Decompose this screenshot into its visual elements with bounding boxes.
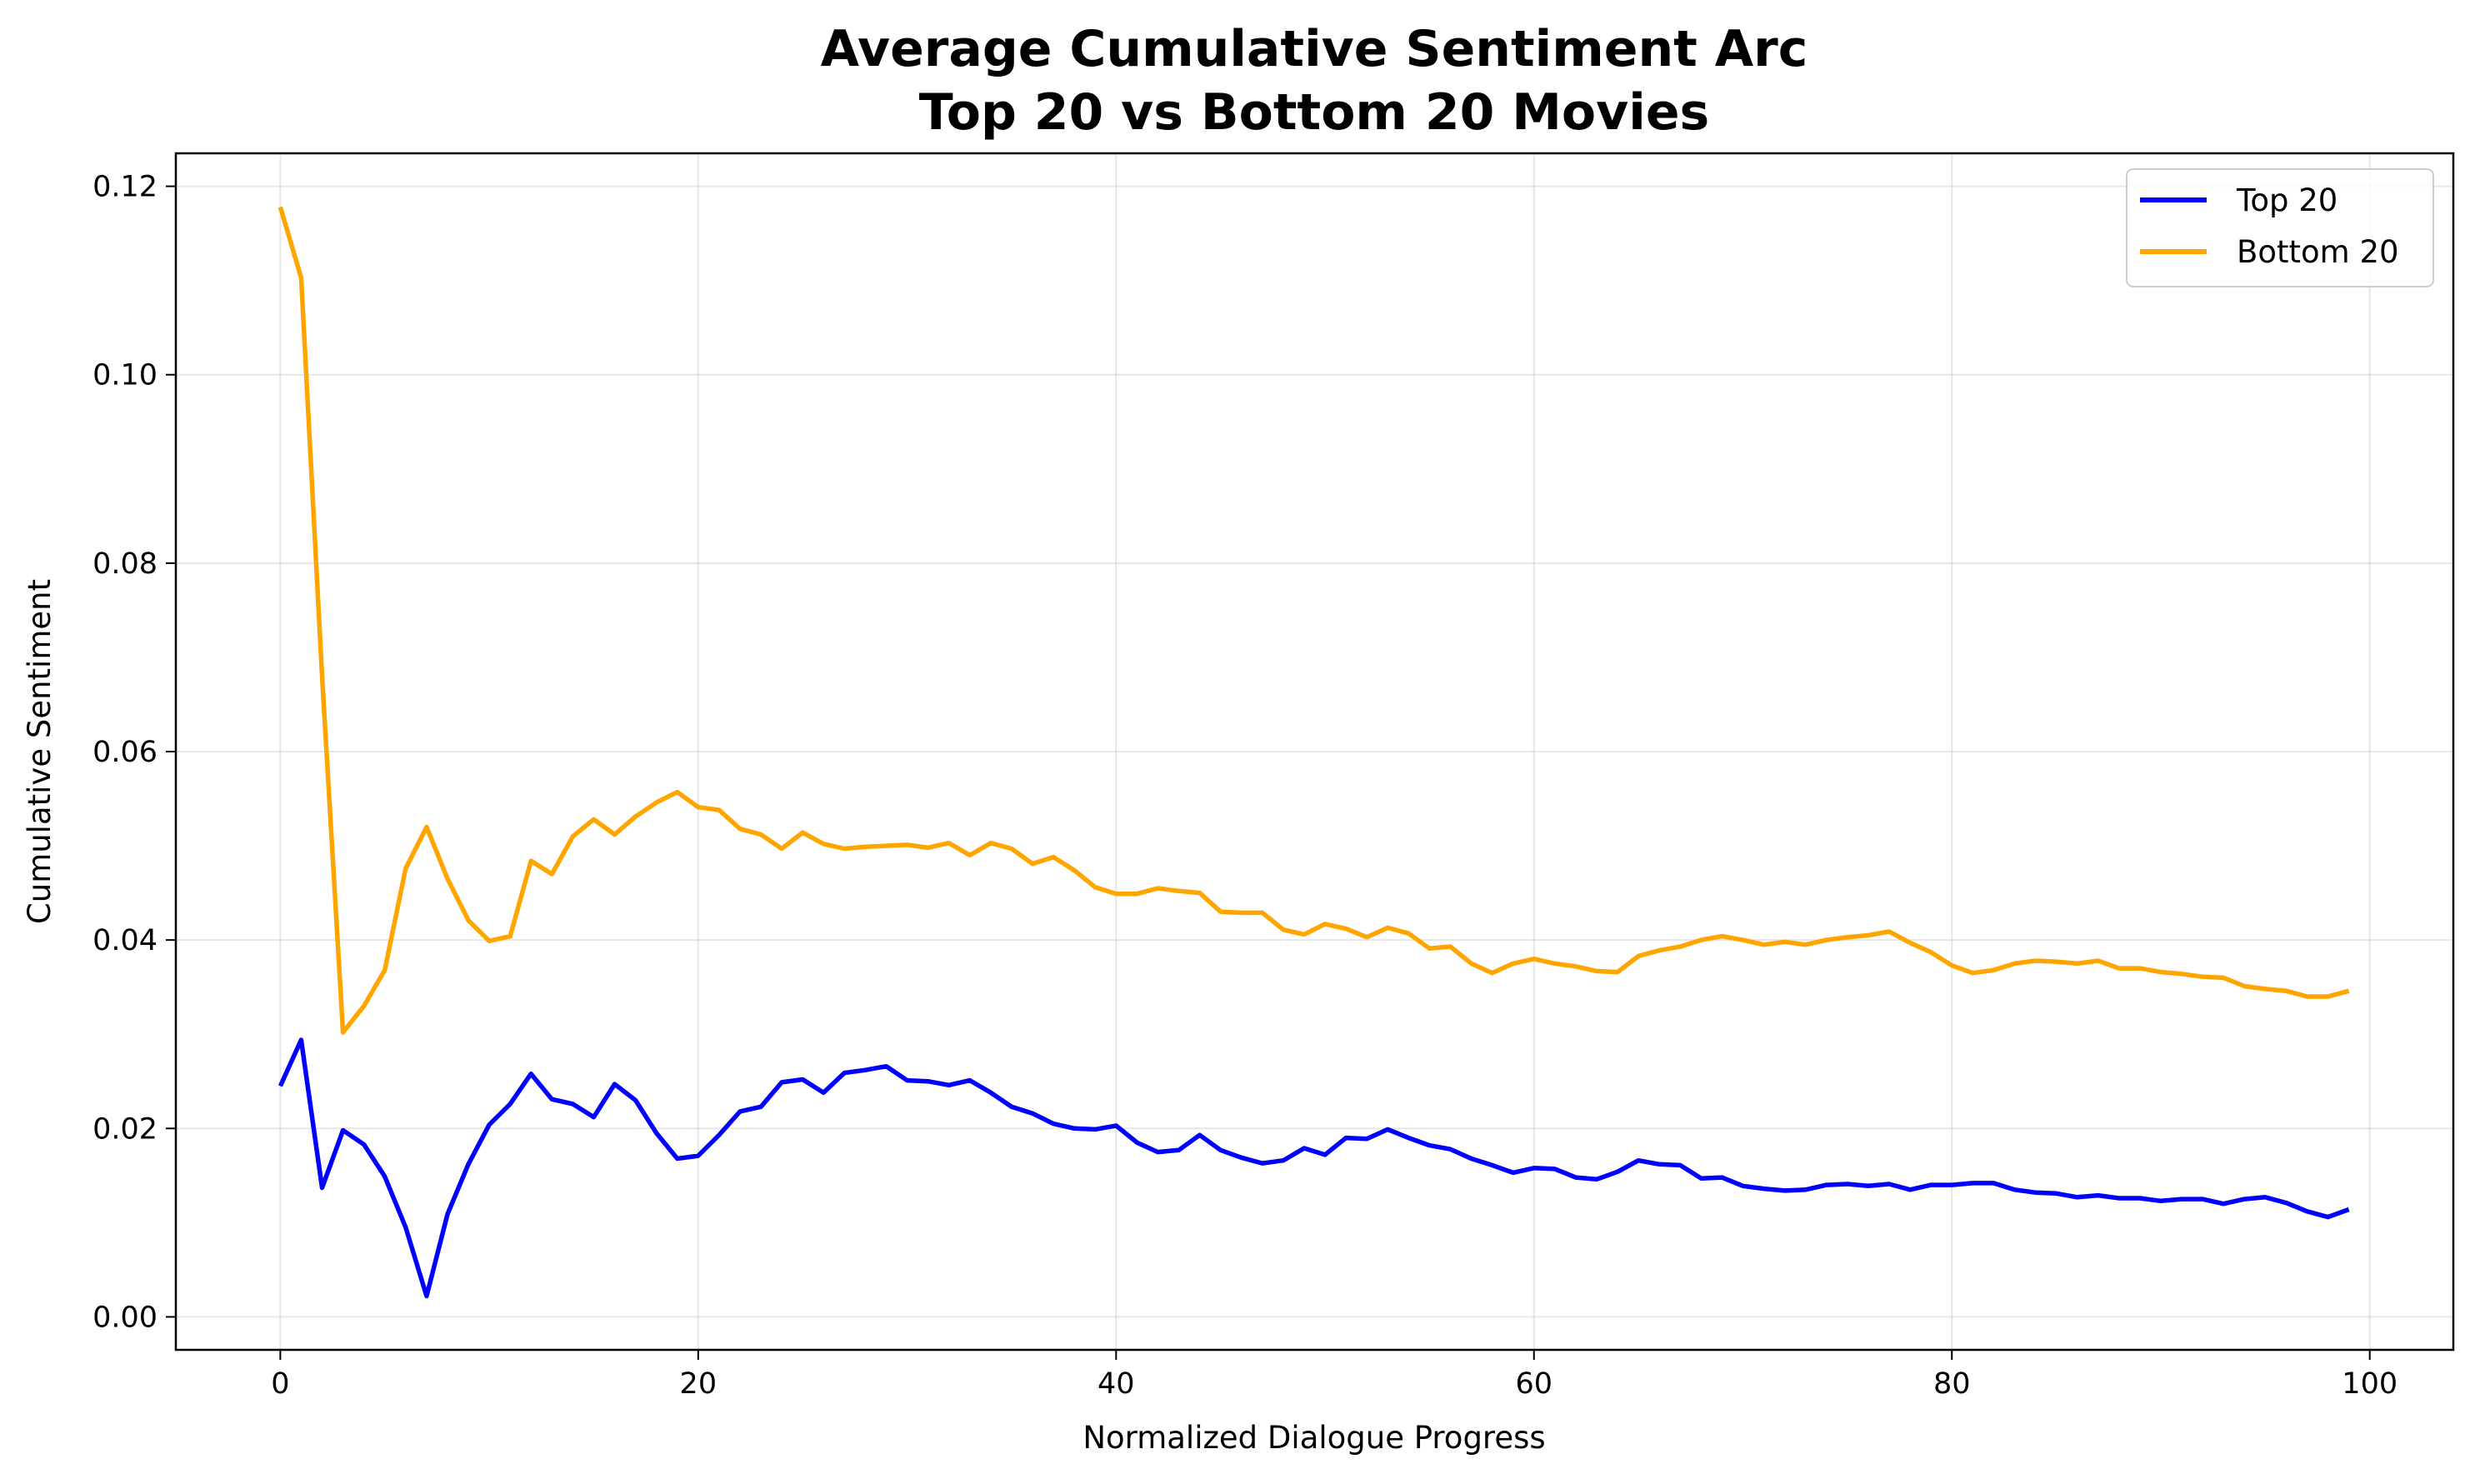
x-tick-label: 80 <box>1933 1367 1971 1401</box>
chart-title: Average Cumulative Sentiment Arc <box>821 20 1808 78</box>
y-tick-label: 0.04 <box>92 924 158 957</box>
axis-ticks: 0 20 40 60 80 100 0.00 0.02 0.04 0.06 0.08 0.10 0.12 <box>92 171 2398 1401</box>
x-tick-label: 20 <box>680 1367 718 1401</box>
x-tick-label: 60 <box>1515 1367 1552 1401</box>
y-tick-label: 0.02 <box>92 1112 158 1146</box>
series-lines <box>278 206 2350 1299</box>
grid-lines <box>176 153 2453 1350</box>
x-axis-label: Normalized Dialogue Progress <box>1082 1420 1545 1456</box>
y-tick-label: 0.06 <box>92 736 158 769</box>
y-tick-label: 0.12 <box>92 171 158 204</box>
legend: Top 20 Bottom 20 <box>2126 168 2434 287</box>
y-tick-label: 0.00 <box>92 1301 158 1334</box>
x-tick-label: 0 <box>271 1367 289 1401</box>
y-tick-label: 0.08 <box>92 547 158 581</box>
legend-label-top-20: Top 20 <box>2236 182 2338 218</box>
legend-label-bottom-20: Bottom 20 <box>2237 234 2399 270</box>
y-tick-label: 0.10 <box>92 359 158 392</box>
series-line-top-20 <box>278 1037 2350 1299</box>
series-line-bottom-20 <box>278 206 2350 1035</box>
x-tick-label: 100 <box>2342 1367 2398 1401</box>
chart-subtitle: Top 20 vs Bottom 20 Movies <box>919 83 1709 142</box>
y-axis-label: Cumulative Sentiment <box>22 579 58 924</box>
x-tick-label: 40 <box>1098 1367 1135 1401</box>
